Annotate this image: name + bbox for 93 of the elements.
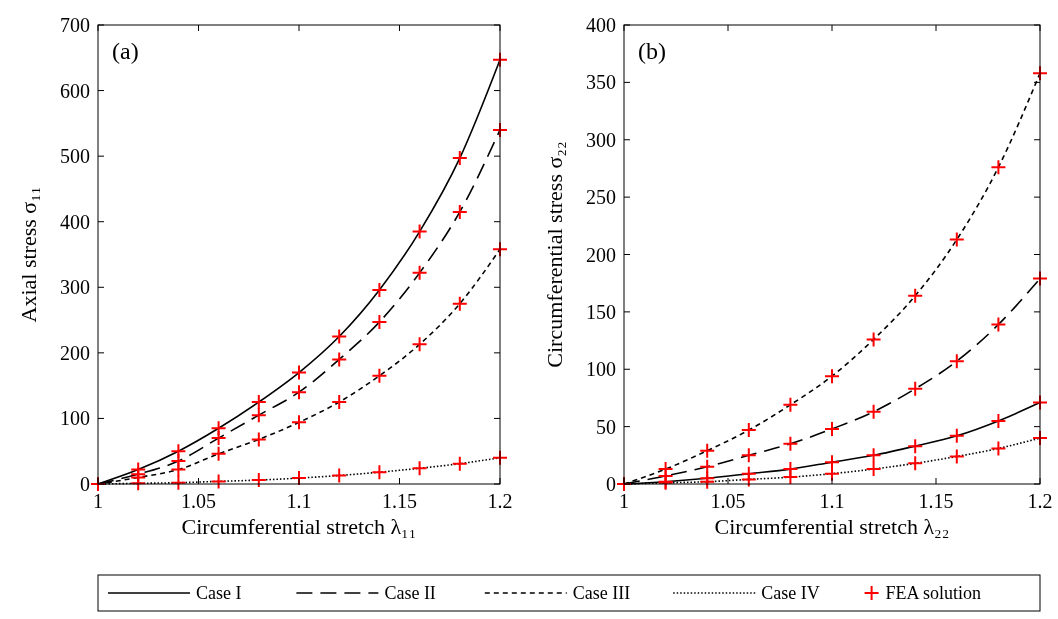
y-tick-label: 200 bbox=[586, 243, 616, 266]
point bbox=[782, 469, 799, 486]
y-tick-label: 0 bbox=[80, 473, 90, 495]
point bbox=[331, 394, 348, 411]
y-tick-label: 300 bbox=[60, 276, 90, 299]
point bbox=[907, 380, 924, 397]
point bbox=[740, 422, 757, 439]
point bbox=[411, 264, 428, 281]
y-tick-label: 400 bbox=[60, 210, 90, 233]
point bbox=[210, 473, 227, 490]
y-tick-label: 50 bbox=[596, 415, 616, 438]
y-tick-label: 700 bbox=[60, 14, 90, 36]
point bbox=[740, 447, 757, 464]
point bbox=[990, 412, 1007, 429]
point bbox=[250, 431, 267, 448]
annotation: (a) bbox=[112, 38, 139, 64]
y-tick-label: 400 bbox=[586, 14, 616, 36]
point bbox=[990, 316, 1007, 333]
y-tick-label: 500 bbox=[60, 145, 90, 168]
y-tick-label: 200 bbox=[60, 341, 90, 364]
point bbox=[990, 440, 1007, 457]
point bbox=[210, 445, 227, 462]
legend-label: Case III bbox=[572, 583, 631, 603]
point bbox=[451, 203, 468, 220]
point bbox=[907, 438, 924, 455]
y-tick-label: 300 bbox=[586, 128, 616, 151]
x-tick-label: 1.05 bbox=[181, 490, 216, 512]
point bbox=[371, 367, 388, 384]
point bbox=[210, 430, 227, 447]
x-axis-title: Circumferential stretch λ₁₁ bbox=[181, 514, 417, 539]
y-tick-label: 600 bbox=[60, 79, 90, 102]
point bbox=[331, 328, 348, 345]
point bbox=[451, 455, 468, 472]
point bbox=[865, 447, 882, 464]
point bbox=[865, 461, 882, 478]
point bbox=[331, 351, 348, 368]
point bbox=[371, 281, 388, 298]
y-tick-label: 250 bbox=[586, 186, 616, 209]
point bbox=[451, 150, 468, 167]
y-axis-title: Circumferential stress σ₂₂ bbox=[542, 141, 567, 368]
point bbox=[782, 396, 799, 413]
legend-label: Case IV bbox=[761, 583, 820, 603]
y-tick-label: 100 bbox=[586, 358, 616, 381]
legend-label: Case II bbox=[384, 583, 436, 603]
point bbox=[411, 223, 428, 240]
point bbox=[948, 353, 965, 370]
x-tick-label: 1 bbox=[93, 490, 103, 512]
x-tick-label: 1.2 bbox=[487, 490, 513, 512]
x-tick-label: 1.1 bbox=[286, 490, 312, 512]
x-tick-label: 1 bbox=[619, 490, 629, 512]
point bbox=[948, 427, 965, 444]
point bbox=[824, 420, 840, 437]
point bbox=[699, 458, 716, 475]
point bbox=[411, 336, 428, 353]
annotation: (b) bbox=[638, 38, 666, 64]
point bbox=[948, 448, 965, 465]
point bbox=[451, 295, 468, 312]
point bbox=[782, 435, 799, 452]
point bbox=[740, 471, 757, 488]
y-tick-label: 100 bbox=[60, 407, 90, 430]
y-axis-title: Axial stress σ₁₁ bbox=[16, 186, 41, 323]
point bbox=[948, 231, 965, 248]
x-tick-label: 1.15 bbox=[918, 490, 954, 512]
y-tick-label: 350 bbox=[586, 71, 616, 94]
point bbox=[170, 461, 187, 478]
point bbox=[907, 287, 924, 304]
point bbox=[865, 403, 882, 420]
point bbox=[130, 475, 147, 492]
point bbox=[824, 368, 840, 385]
y-tick-label: 150 bbox=[586, 300, 616, 323]
x-axis-title: Circumferential stretch λ₂₂ bbox=[714, 514, 950, 539]
point bbox=[907, 455, 924, 472]
legend-label: Case I bbox=[196, 583, 242, 603]
point bbox=[250, 472, 267, 489]
point bbox=[371, 464, 388, 481]
x-tick-label: 1.1 bbox=[819, 490, 845, 512]
point bbox=[291, 414, 307, 431]
point bbox=[170, 474, 187, 491]
point bbox=[990, 159, 1007, 176]
x-tick-label: 1.15 bbox=[382, 490, 417, 512]
x-tick-label: 1.05 bbox=[710, 490, 746, 512]
y-tick-label: 0 bbox=[606, 473, 616, 495]
point bbox=[411, 460, 428, 477]
point bbox=[331, 467, 348, 484]
legend-label: FEA solution bbox=[885, 583, 982, 603]
point bbox=[865, 331, 882, 348]
point bbox=[291, 364, 307, 381]
x-tick-label: 1.2 bbox=[1027, 490, 1053, 512]
point bbox=[371, 314, 388, 331]
point bbox=[699, 442, 716, 459]
point bbox=[250, 407, 267, 424]
point bbox=[291, 384, 307, 401]
point bbox=[250, 394, 267, 411]
